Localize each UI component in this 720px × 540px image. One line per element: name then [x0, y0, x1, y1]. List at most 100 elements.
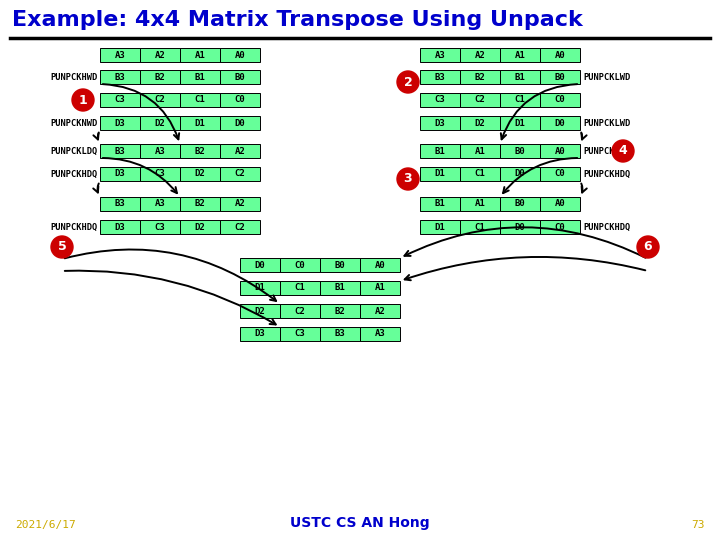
Text: A2: A2 — [374, 307, 385, 315]
Text: D0: D0 — [515, 222, 526, 232]
Text: PUNPCKHWD: PUNPCKHWD — [50, 72, 98, 82]
Text: PUNPCKHDQ: PUNPCKHDQ — [50, 170, 98, 179]
Text: B2: B2 — [194, 146, 205, 156]
Text: B0: B0 — [235, 72, 246, 82]
Text: A3: A3 — [114, 51, 125, 59]
Text: A2: A2 — [235, 199, 246, 208]
FancyBboxPatch shape — [500, 197, 540, 211]
FancyBboxPatch shape — [240, 327, 280, 341]
FancyBboxPatch shape — [100, 144, 140, 158]
FancyBboxPatch shape — [420, 93, 460, 107]
Text: C2: C2 — [155, 96, 166, 105]
FancyBboxPatch shape — [280, 281, 320, 295]
FancyBboxPatch shape — [500, 48, 540, 62]
Text: B1: B1 — [435, 199, 446, 208]
Text: B3: B3 — [114, 199, 125, 208]
FancyBboxPatch shape — [240, 281, 280, 295]
Text: B1: B1 — [515, 72, 526, 82]
FancyBboxPatch shape — [540, 197, 580, 211]
FancyBboxPatch shape — [280, 304, 320, 318]
FancyBboxPatch shape — [100, 197, 140, 211]
Text: D3: D3 — [435, 118, 446, 127]
FancyBboxPatch shape — [320, 327, 360, 341]
FancyBboxPatch shape — [320, 304, 360, 318]
Text: C3: C3 — [155, 170, 166, 179]
FancyBboxPatch shape — [180, 220, 220, 234]
Text: A1: A1 — [374, 284, 385, 293]
Text: PUNPCKHDQ: PUNPCKHDQ — [583, 170, 630, 179]
FancyBboxPatch shape — [180, 167, 220, 181]
FancyBboxPatch shape — [360, 304, 400, 318]
FancyBboxPatch shape — [320, 281, 360, 295]
FancyBboxPatch shape — [180, 197, 220, 211]
FancyBboxPatch shape — [420, 116, 460, 130]
FancyBboxPatch shape — [360, 327, 400, 341]
Text: A3: A3 — [435, 51, 446, 59]
Circle shape — [397, 71, 419, 93]
FancyBboxPatch shape — [140, 220, 180, 234]
Text: A0: A0 — [554, 51, 565, 59]
Text: C0: C0 — [235, 96, 246, 105]
Text: A0: A0 — [554, 199, 565, 208]
FancyBboxPatch shape — [140, 93, 180, 107]
Text: B3: B3 — [435, 72, 446, 82]
FancyBboxPatch shape — [140, 197, 180, 211]
FancyBboxPatch shape — [240, 258, 280, 272]
Text: D3: D3 — [114, 170, 125, 179]
Circle shape — [637, 236, 659, 258]
Text: D2: D2 — [194, 170, 205, 179]
Text: D2: D2 — [194, 222, 205, 232]
FancyBboxPatch shape — [220, 144, 260, 158]
Text: C1: C1 — [474, 222, 485, 232]
FancyBboxPatch shape — [280, 258, 320, 272]
Text: 2021/6/17: 2021/6/17 — [15, 520, 76, 530]
FancyBboxPatch shape — [100, 70, 140, 84]
FancyBboxPatch shape — [180, 116, 220, 130]
FancyBboxPatch shape — [500, 144, 540, 158]
FancyBboxPatch shape — [360, 281, 400, 295]
Text: B0: B0 — [515, 199, 526, 208]
FancyBboxPatch shape — [220, 48, 260, 62]
Text: D2: D2 — [155, 118, 166, 127]
Text: B2: B2 — [335, 307, 346, 315]
Text: B1: B1 — [435, 146, 446, 156]
Text: 6: 6 — [644, 240, 652, 253]
Text: 5: 5 — [58, 240, 66, 253]
Text: A0: A0 — [554, 146, 565, 156]
Text: D2: D2 — [474, 118, 485, 127]
Text: D3: D3 — [114, 222, 125, 232]
FancyBboxPatch shape — [180, 93, 220, 107]
Text: 1: 1 — [78, 93, 87, 106]
Text: C3: C3 — [114, 96, 125, 105]
FancyBboxPatch shape — [500, 220, 540, 234]
Text: PUNPCKLWD: PUNPCKLWD — [583, 118, 630, 127]
Text: 2: 2 — [404, 76, 413, 89]
FancyBboxPatch shape — [540, 144, 580, 158]
FancyBboxPatch shape — [100, 48, 140, 62]
FancyBboxPatch shape — [540, 220, 580, 234]
FancyBboxPatch shape — [220, 197, 260, 211]
Text: C1: C1 — [294, 284, 305, 293]
Text: A2: A2 — [155, 51, 166, 59]
Text: B3: B3 — [114, 72, 125, 82]
FancyBboxPatch shape — [140, 167, 180, 181]
Text: D1: D1 — [435, 170, 446, 179]
Text: B0: B0 — [554, 72, 565, 82]
Text: B2: B2 — [474, 72, 485, 82]
Text: PUNPCKLDQ: PUNPCKLDQ — [50, 146, 98, 156]
Text: A3: A3 — [155, 146, 166, 156]
Text: D3: D3 — [255, 329, 266, 339]
FancyBboxPatch shape — [420, 70, 460, 84]
FancyBboxPatch shape — [500, 167, 540, 181]
FancyBboxPatch shape — [540, 70, 580, 84]
FancyBboxPatch shape — [280, 327, 320, 341]
Text: B0: B0 — [335, 260, 346, 269]
FancyBboxPatch shape — [100, 220, 140, 234]
FancyBboxPatch shape — [500, 93, 540, 107]
Text: D1: D1 — [515, 118, 526, 127]
Text: C2: C2 — [474, 96, 485, 105]
Text: D0: D0 — [255, 260, 266, 269]
FancyBboxPatch shape — [420, 48, 460, 62]
FancyBboxPatch shape — [500, 116, 540, 130]
FancyBboxPatch shape — [420, 220, 460, 234]
